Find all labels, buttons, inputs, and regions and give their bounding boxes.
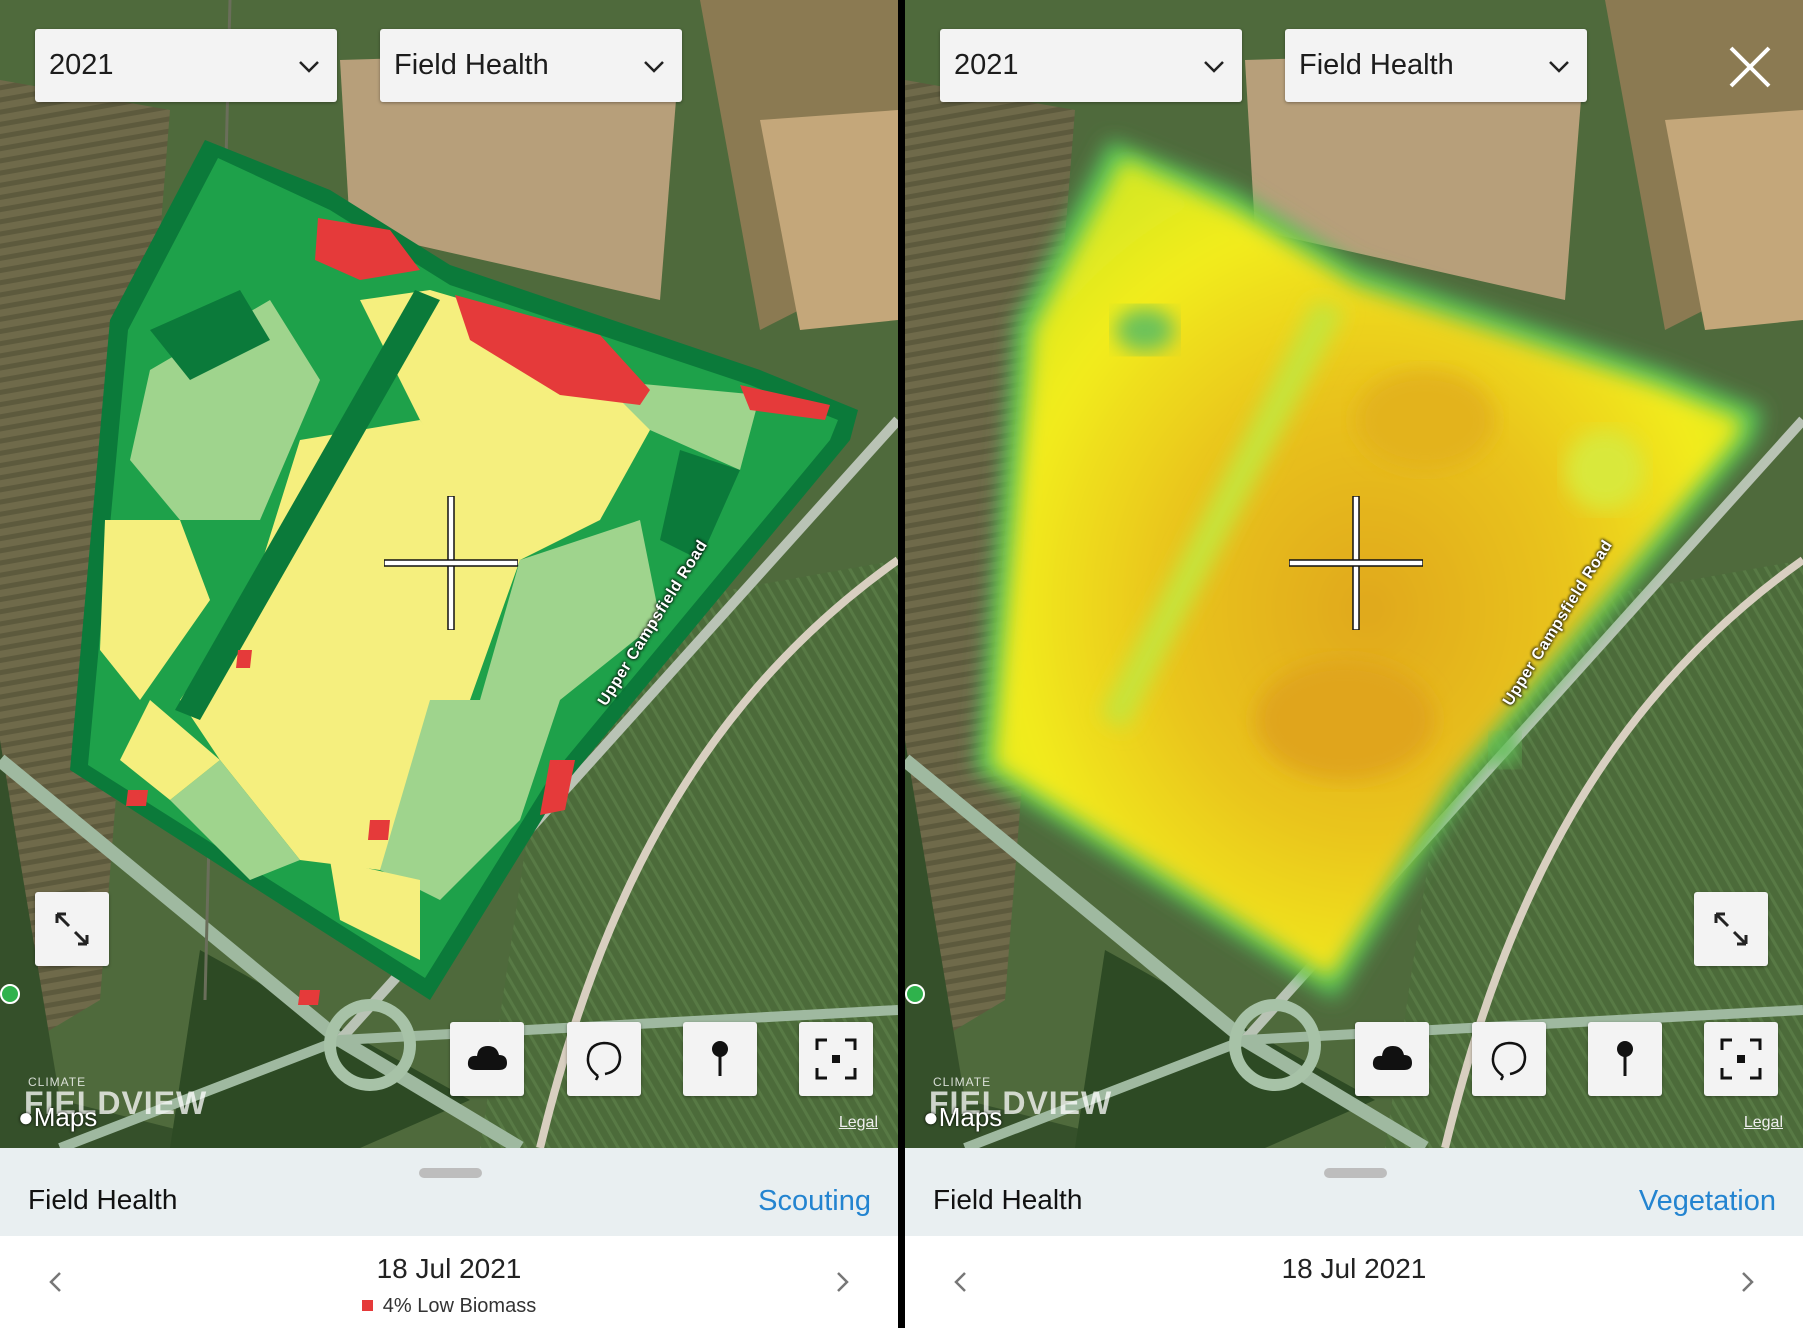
right-panel: 2021 Field Health Upper Campsfield Road xyxy=(905,0,1803,1328)
low-biomass-swatch xyxy=(361,1300,373,1311)
chevron-down-icon xyxy=(1549,60,1569,73)
bottom-sheet-header xyxy=(0,1148,898,1236)
layer-dropdown-value: Field Health xyxy=(394,49,549,81)
bottom-sheet-body xyxy=(0,1236,898,1328)
brand-climate-label: CLIMATE xyxy=(933,1075,992,1089)
maps-attribution: ●Maps xyxy=(923,1102,1003,1132)
satellite-imagery xyxy=(0,0,898,1148)
year-dropdown-value: 2021 xyxy=(954,49,1019,81)
chevron-down-icon xyxy=(299,60,319,73)
date-label: 18 Jul 2021 xyxy=(1281,1253,1427,1284)
sheet-grabber[interactable] xyxy=(1324,1168,1387,1178)
chevron-left-icon[interactable] xyxy=(44,1270,68,1294)
chevron-down-icon xyxy=(1204,60,1224,73)
location-dot[interactable] xyxy=(0,984,20,1004)
cloud-button[interactable] xyxy=(1355,1022,1429,1096)
lasso-button[interactable] xyxy=(567,1022,641,1096)
low-biomass-summary: 4% Low Biomass xyxy=(0,1295,898,1318)
focus-icon xyxy=(815,1038,857,1080)
layer-dropdown-value: Field Health xyxy=(1299,49,1454,81)
pin-icon xyxy=(1617,1041,1633,1076)
satellite-imagery xyxy=(905,0,1803,1148)
satellite-map[interactable]: 2021 Field Health Upper Campsfield Road xyxy=(0,0,898,1148)
focus-button[interactable] xyxy=(1704,1022,1778,1096)
left-panel: 2021 Field Health Upper Campsfield Road xyxy=(0,0,898,1328)
sheet-grabber[interactable] xyxy=(419,1168,482,1178)
bottom-sheet-body xyxy=(905,1236,1803,1328)
scouting-link[interactable]: Scouting xyxy=(758,1185,871,1217)
lasso-button[interactable] xyxy=(1472,1022,1546,1096)
year-dropdown[interactable]: 2021 xyxy=(940,29,1242,102)
focus-button[interactable] xyxy=(799,1022,873,1096)
pin-button[interactable] xyxy=(683,1022,757,1096)
lasso-icon xyxy=(1491,1041,1527,1081)
crosshair-icon xyxy=(384,496,518,630)
brand-climate-label: CLIMATE xyxy=(28,1075,87,1089)
chevron-down-icon xyxy=(644,60,664,73)
legal-link[interactable]: Legal xyxy=(838,1114,878,1131)
year-dropdown[interactable]: 2021 xyxy=(35,29,337,102)
lasso-icon xyxy=(586,1041,622,1081)
panel-divider xyxy=(898,0,905,1328)
expand-button[interactable] xyxy=(1694,892,1768,966)
brand-fieldview-label: FIELDVIEW xyxy=(24,1085,208,1121)
year-dropdown-value: 2021 xyxy=(49,49,114,81)
expand-icon xyxy=(55,912,89,946)
location-dot[interactable] xyxy=(905,984,925,1004)
chevron-right-icon[interactable] xyxy=(830,1270,854,1294)
date-label: 18 Jul 2021 xyxy=(376,1253,522,1284)
brand-fieldview-label: FIELDVIEW xyxy=(929,1085,1113,1121)
sheet-title: Field Health xyxy=(933,1184,1083,1215)
apple-icon: ● xyxy=(18,1102,34,1132)
layer-dropdown[interactable]: Field Health xyxy=(1285,29,1587,102)
chevron-right-icon[interactable] xyxy=(1735,1270,1759,1294)
close-icon[interactable] xyxy=(1725,42,1775,92)
maps-attribution: ●Maps xyxy=(18,1102,98,1132)
crosshair-icon xyxy=(1289,496,1423,630)
pin-button[interactable] xyxy=(1588,1022,1662,1096)
cloud-icon xyxy=(1372,1046,1412,1070)
satellite-map[interactable]: 2021 Field Health Upper Campsfield Road xyxy=(905,0,1803,1148)
chevron-left-icon[interactable] xyxy=(949,1270,973,1294)
vegetation-link[interactable]: Vegetation xyxy=(1638,1185,1776,1217)
sheet-title: Field Health xyxy=(28,1184,178,1215)
bottom-sheet-header xyxy=(905,1148,1803,1236)
expand-icon xyxy=(1714,912,1748,946)
expand-button[interactable] xyxy=(35,892,109,966)
pin-icon xyxy=(712,1041,728,1076)
low-biomass-text: 4% Low Biomass xyxy=(382,1295,537,1317)
cloud-icon xyxy=(467,1046,507,1070)
layer-dropdown[interactable]: Field Health xyxy=(380,29,682,102)
apple-icon: ● xyxy=(923,1102,939,1132)
cloud-button[interactable] xyxy=(450,1022,524,1096)
legal-link[interactable]: Legal xyxy=(1743,1114,1783,1131)
focus-icon xyxy=(1720,1038,1762,1080)
